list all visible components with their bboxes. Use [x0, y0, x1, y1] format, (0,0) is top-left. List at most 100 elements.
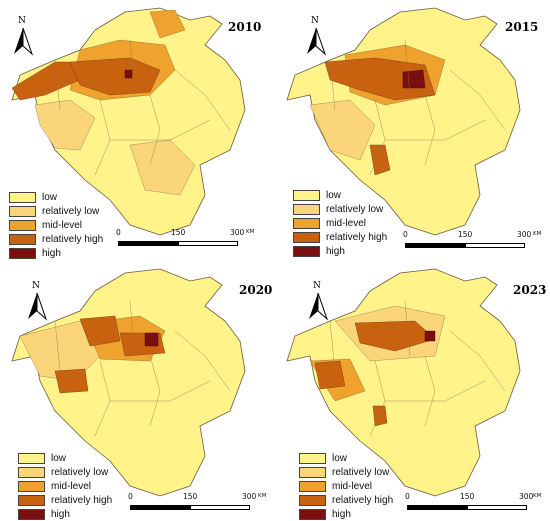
legend-item: relatively low — [9, 204, 103, 218]
legend-label: relatively high — [332, 494, 394, 506]
legend-swatch — [293, 217, 320, 229]
legend-swatch — [9, 219, 36, 231]
legend-label: low — [326, 189, 342, 201]
region-relatively-low-a — [19, 320, 101, 382]
year-label: 2015 — [505, 20, 539, 34]
scale-tick-0: 0 — [116, 228, 121, 237]
region-map — [286, 268, 521, 497]
year-label: 2010 — [228, 20, 262, 34]
legend-swatch — [9, 247, 36, 259]
legend-label: low — [51, 452, 67, 464]
scale-tick-300: 300 — [517, 230, 532, 239]
legend-item: relatively high — [18, 493, 112, 507]
legend-swatch — [293, 203, 320, 215]
legend-swatch — [299, 452, 326, 464]
region-high — [402, 69, 426, 89]
legend-item: mid-level — [293, 216, 387, 230]
legend-item: high — [293, 244, 387, 258]
legend: low relatively low mid-level relatively … — [9, 190, 103, 260]
legend-item: low — [18, 451, 112, 465]
map-panel-2020: N 2020 low relatively low mid-level rela… — [0, 261, 275, 521]
region-high — [124, 69, 133, 79]
north-arrow: N — [305, 16, 327, 56]
region-relatively-low-a — [34, 99, 96, 151]
legend-label: relatively low — [326, 203, 384, 215]
legend-swatch — [293, 189, 320, 201]
north-label: N — [311, 16, 319, 26]
scale-unit: KM — [246, 229, 255, 235]
legend-swatch — [18, 494, 45, 506]
map-panel-2010: N 2010 low relatively low mid-level rela… — [0, 0, 275, 260]
scale-tick-150: 150 — [183, 492, 198, 501]
district-lines — [54, 300, 231, 437]
legend: low relatively low mid-level relatively … — [18, 451, 112, 521]
scale-unit: KM — [258, 493, 267, 499]
legend-item: low — [293, 188, 387, 202]
legend-label: relatively low — [332, 466, 390, 478]
north-arrow-icon — [28, 293, 48, 321]
legend-item: low — [299, 451, 393, 465]
district-lines — [329, 39, 506, 176]
region-relatively-low-a — [309, 99, 376, 161]
legend-label: relatively high — [51, 494, 113, 506]
legend-swatch — [18, 452, 45, 464]
scale-tick-300: 300 — [519, 492, 534, 501]
region-map — [286, 7, 521, 236]
legend-item: relatively low — [299, 465, 393, 479]
region-relatively-high-a — [354, 320, 436, 352]
legend-label: mid-level — [51, 480, 92, 492]
legend-swatch — [299, 494, 326, 506]
scale-bar-graphic — [407, 505, 527, 510]
year-label: 2023 — [513, 283, 547, 297]
legend-item: relatively low — [18, 465, 112, 479]
region-relatively-high-c — [119, 332, 166, 357]
legend-label: mid-level — [332, 480, 373, 492]
scale-tick-0: 0 — [405, 492, 410, 501]
scale-tick-150: 150 — [458, 230, 473, 239]
region-mid-level-b — [369, 144, 391, 176]
scale-bar: 0 150 300 KM — [116, 228, 254, 254]
scale-bar: 0 150 300 KM — [405, 492, 541, 518]
year-label: 2020 — [239, 283, 273, 297]
legend-swatch — [18, 480, 45, 492]
map-panel-2023: N 2023 low relatively low mid-level rela… — [275, 261, 550, 521]
region-relatively-high-c — [372, 405, 388, 427]
legend-swatch — [299, 508, 326, 520]
legend: low relatively low mid-level relatively … — [293, 188, 387, 258]
region-relatively-high-b — [69, 57, 161, 96]
scale-unit: KM — [533, 493, 542, 499]
north-label: N — [18, 16, 26, 26]
scale-tick-0: 0 — [128, 492, 133, 501]
legend-label: low — [42, 191, 58, 203]
legend-label: high — [42, 247, 61, 259]
north-arrow: N — [12, 16, 34, 56]
scale-bar: 0 150 300 KM — [403, 230, 541, 256]
region-relatively-high-b — [54, 368, 89, 394]
legend-label: high — [326, 245, 345, 257]
region-map — [11, 268, 246, 497]
legend-item: relatively high — [299, 493, 393, 507]
region-relatively-high-b — [314, 360, 346, 390]
legend-label: low — [332, 452, 348, 464]
scale-tick-150: 150 — [171, 228, 186, 237]
legend-swatch — [18, 466, 45, 478]
legend-label: mid-level — [42, 219, 83, 231]
legend-item: high — [18, 507, 112, 521]
legend-label: mid-level — [326, 217, 367, 229]
region-high — [144, 332, 159, 347]
legend-label: relatively high — [42, 233, 104, 245]
legend-item: relatively high — [293, 230, 387, 244]
scale-bar-graphic — [118, 241, 238, 246]
legend-label: relatively low — [42, 205, 100, 217]
map-panel-2015: N 2015 low relatively low mid-level rela… — [275, 0, 550, 260]
legend-item: low — [9, 190, 103, 204]
legend-item: high — [299, 507, 393, 521]
legend-swatch — [299, 480, 326, 492]
scale-tick-0: 0 — [403, 230, 408, 239]
legend-item: mid-level — [18, 479, 112, 493]
legend: low relatively low mid-level relatively … — [299, 451, 393, 521]
legend-swatch — [293, 245, 320, 257]
legend-swatch — [293, 231, 320, 243]
legend-swatch — [9, 191, 36, 203]
